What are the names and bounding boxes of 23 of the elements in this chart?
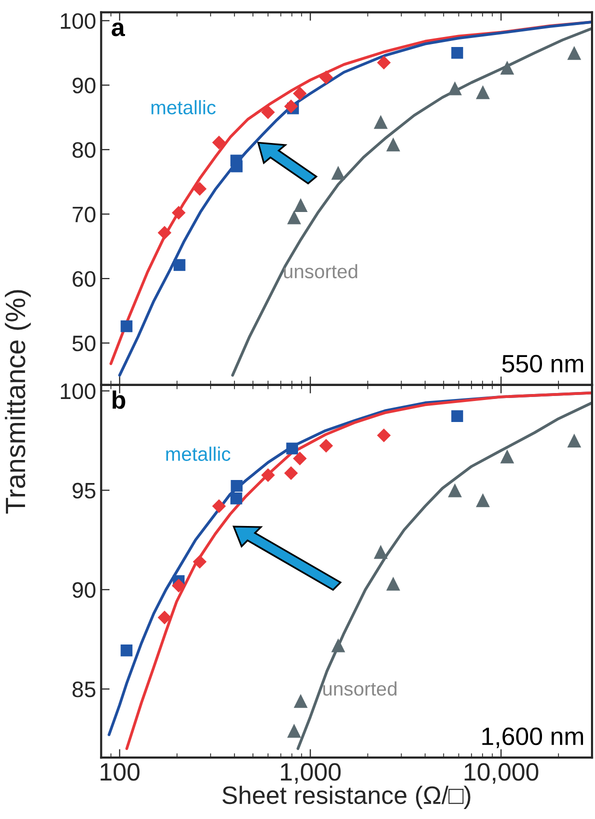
annotation: metallic bbox=[166, 446, 230, 461]
x-axis-title: Sheet resistance (Ω/□) bbox=[222, 786, 470, 810]
y-axis-title: Transmittance (%) bbox=[4, 290, 31, 514]
annotation: unsorted bbox=[323, 681, 396, 696]
x-tick-label: 1,000 bbox=[280, 763, 341, 784]
y-tick-label: 100 bbox=[60, 13, 96, 29]
annotation: 1,600 nm bbox=[482, 727, 584, 748]
y-tick-label: 50 bbox=[72, 336, 96, 352]
x-tick-label: 100 bbox=[100, 763, 140, 781]
annotation: unsorted bbox=[284, 264, 358, 278]
annotation: a bbox=[112, 22, 126, 36]
y-tick-label: 70 bbox=[72, 206, 96, 222]
y-tick-label: 95 bbox=[72, 482, 96, 499]
x-tick-label: 10,000 bbox=[464, 763, 538, 784]
y-tick-label: 80 bbox=[72, 142, 96, 158]
y-tick-label: 90 bbox=[72, 78, 96, 94]
annotation: metallic bbox=[152, 100, 216, 114]
annotation: 550 nm bbox=[502, 354, 584, 373]
y-tick-label: 85 bbox=[72, 682, 96, 698]
y-tick-label: 60 bbox=[72, 271, 96, 287]
y-tick-label: 90 bbox=[72, 582, 96, 598]
annotation: b bbox=[112, 390, 126, 409]
y-tick-label: 100 bbox=[60, 383, 96, 400]
